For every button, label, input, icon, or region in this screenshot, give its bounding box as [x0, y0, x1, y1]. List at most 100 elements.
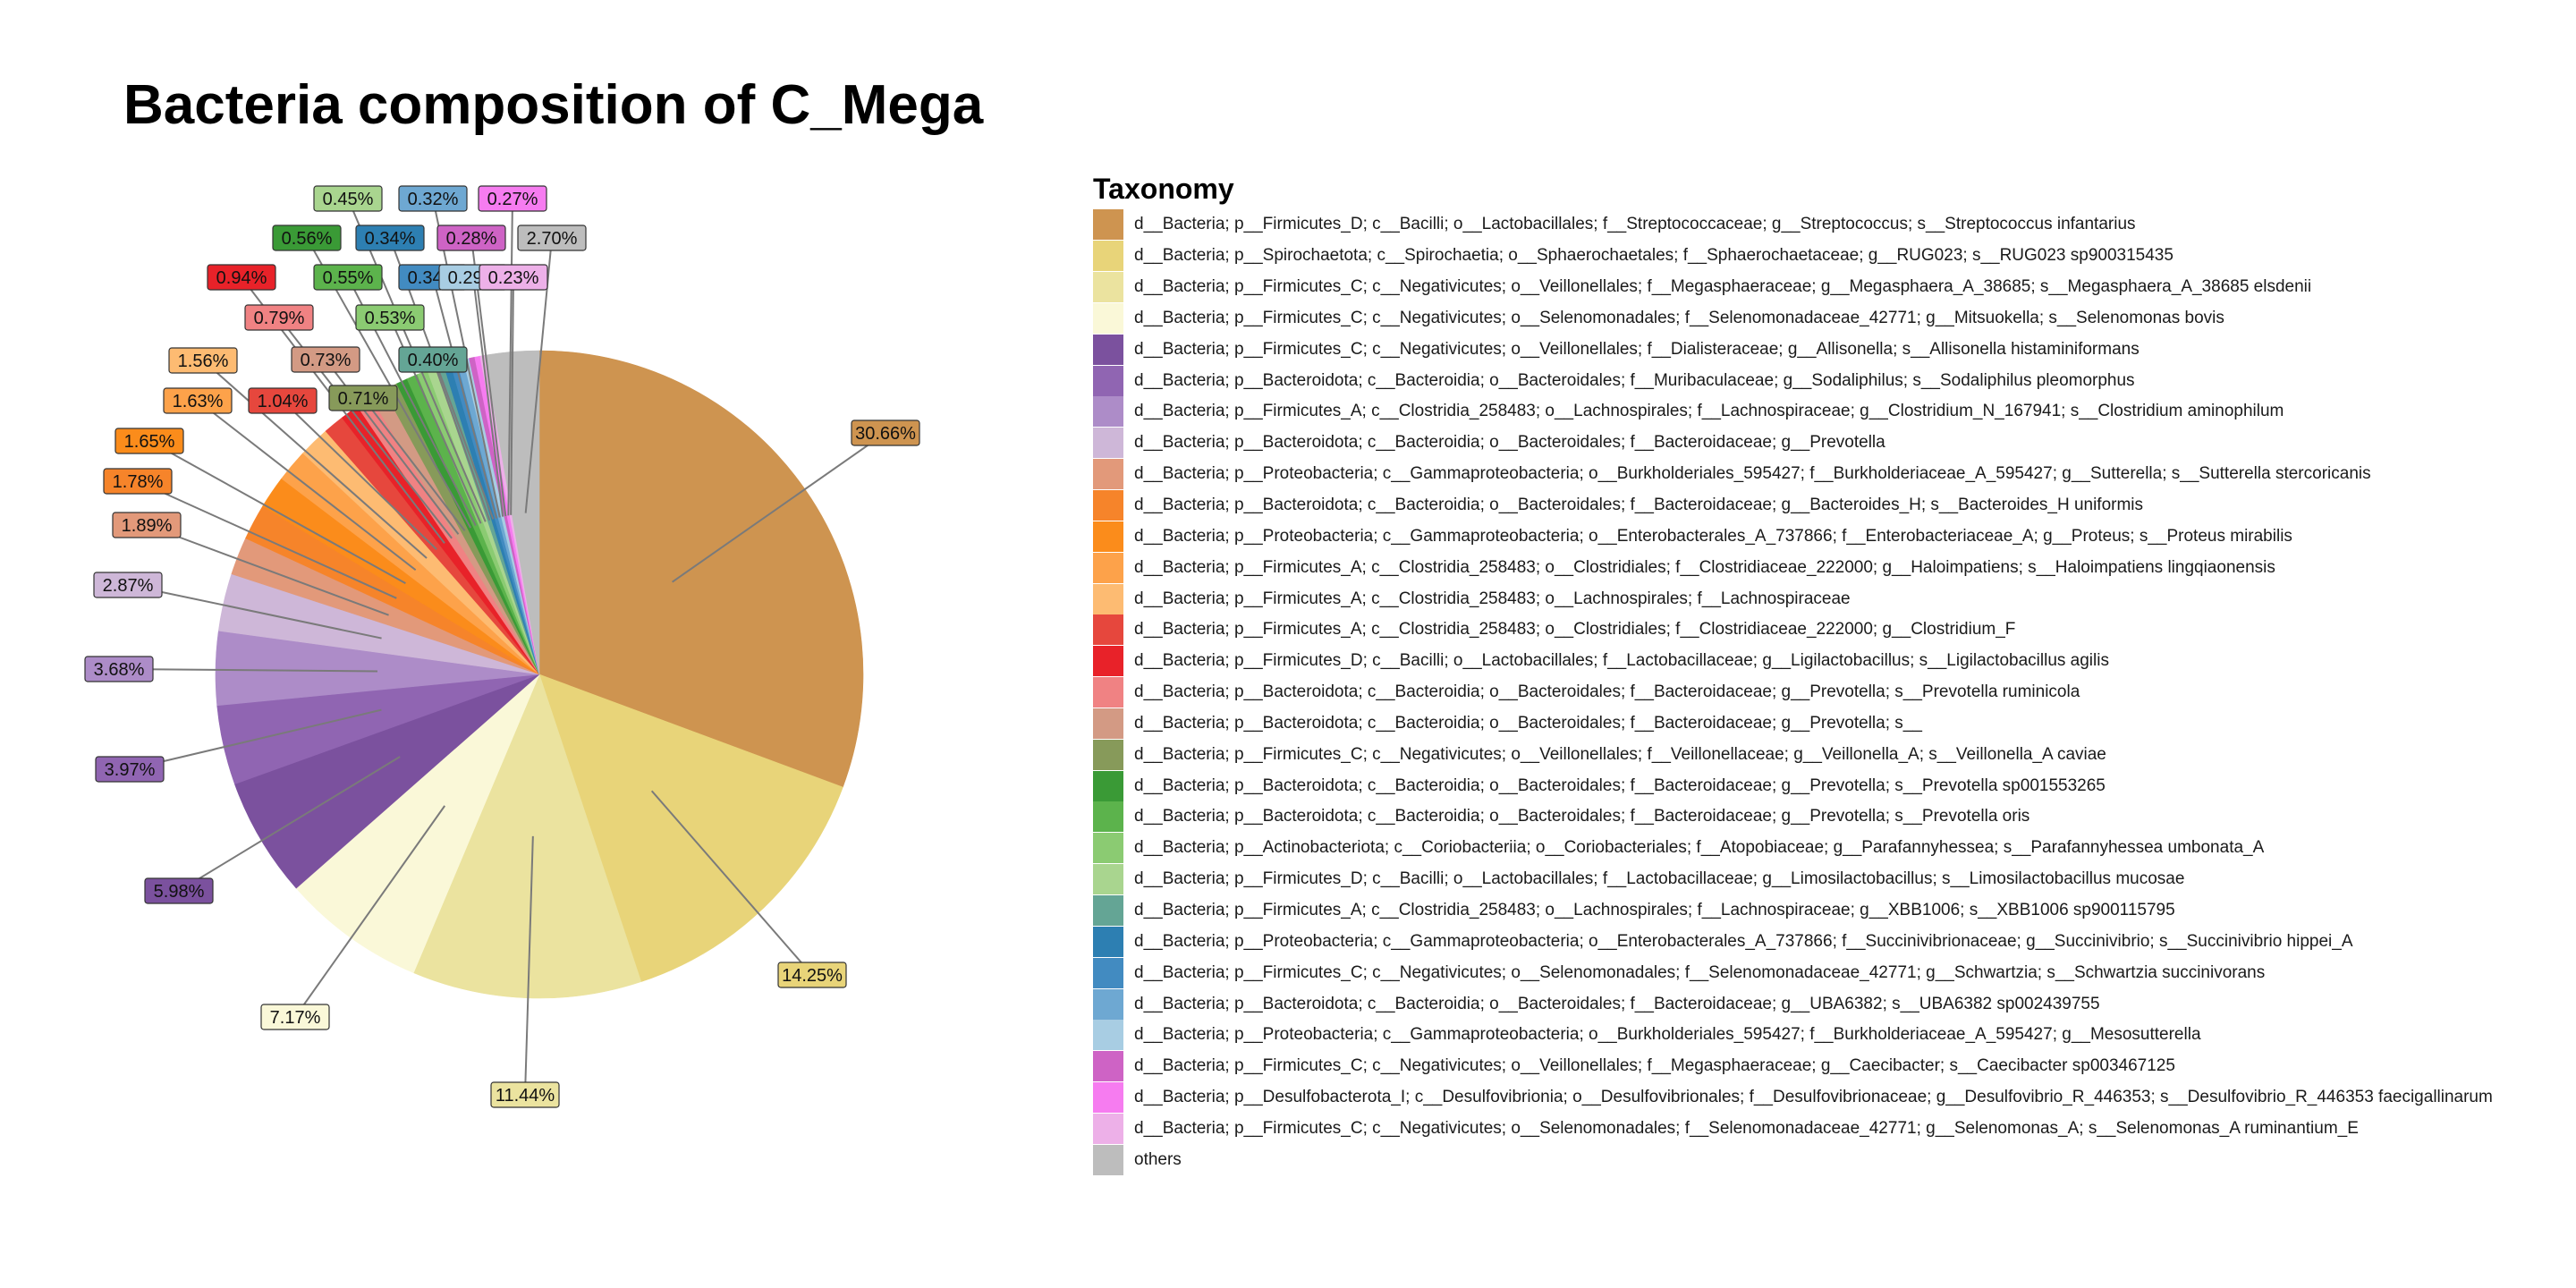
- legend-item: d__Bacteria; p__Actinobacteriota; c__Cor…: [1093, 833, 2493, 864]
- legend-swatch: [1093, 833, 1123, 864]
- legend-item: d__Bacteria; p__Desulfobacterota_I; c__D…: [1093, 1082, 2493, 1114]
- legend-item: d__Bacteria; p__Bacteroidota; c__Bactero…: [1093, 365, 2493, 396]
- slice-label-box: [355, 225, 425, 251]
- slice-label-box: [248, 387, 318, 414]
- legend: Taxonomy d__Bacteria; p__Firmicutes_D; c…: [1093, 170, 2493, 1175]
- legend-label: d__Bacteria; p__Firmicutes_D; c__Bacilli…: [1134, 215, 2136, 234]
- legend-item: d__Bacteria; p__Firmicutes_A; c__Clostri…: [1093, 396, 2493, 428]
- slice-label-box: [93, 572, 163, 598]
- legend-item: d__Bacteria; p__Firmicutes_C; c__Negativ…: [1093, 957, 2493, 988]
- legend-swatch: [1093, 1082, 1123, 1114]
- legend-item: d__Bacteria; p__Firmicutes_D; c__Bacilli…: [1093, 646, 2493, 677]
- legend-label: d__Bacteria; p__Firmicutes_A; c__Clostri…: [1134, 900, 2175, 919]
- slice-label-box: [163, 387, 233, 414]
- legend-swatch: [1093, 428, 1123, 459]
- slice-label-text: 1.04%: [258, 392, 309, 411]
- slice-label-text: 0.28%: [446, 229, 497, 249]
- legend-item: d__Bacteria; p__Firmicutes_A; c__Clostri…: [1093, 583, 2493, 614]
- legend-item: d__Bacteria; p__Bacteroidota; c__Bactero…: [1093, 677, 2493, 708]
- legend-item: d__Bacteria; p__Bacteroidota; c__Bactero…: [1093, 490, 2493, 521]
- legend-item: d__Bacteria; p__Bacteroidota; c__Bactero…: [1093, 801, 2493, 833]
- legend-item: d__Bacteria; p__Proteobacteria; c__Gamma…: [1093, 459, 2493, 490]
- slice-label-text: 30.66%: [855, 424, 916, 444]
- leader-line: [294, 805, 446, 1018]
- slice-label: 1.63%: [163, 387, 233, 414]
- legend-item: d__Bacteria; p__Proteobacteria; c__Gamma…: [1093, 521, 2493, 552]
- legend-item: d__Bacteria; p__Firmicutes_C; c__Negativ…: [1093, 302, 2493, 335]
- leader-line: [507, 198, 513, 516]
- slice-label: 0.40%: [398, 346, 468, 373]
- legend-swatch: [1093, 272, 1123, 303]
- slice-label-box: [479, 264, 548, 291]
- slice-label: 30.66%: [851, 419, 920, 446]
- slice-label-text: 0.27%: [487, 190, 538, 209]
- legend-swatch: [1093, 241, 1123, 272]
- legend-label: d__Bacteria; p__Bacteroidota; c__Bactero…: [1134, 775, 2106, 795]
- slice-label-box: [490, 1081, 560, 1108]
- legend-item: d__Bacteria; p__Firmicutes_C; c__Negativ…: [1093, 1051, 2493, 1082]
- legend-title: Taxonomy: [1093, 173, 1234, 205]
- slice-label-box: [103, 468, 173, 495]
- leader-line: [127, 584, 382, 640]
- slice-label: 0.32%: [398, 185, 468, 212]
- legend-item: d__Bacteria; p__Bacteroidota; c__Bactero…: [1093, 708, 2493, 740]
- slice-label-text: 0.45%: [323, 190, 374, 209]
- legend-item: d__Bacteria; p__Bacteroidota; c__Bactero…: [1093, 988, 2493, 1020]
- slice-label-text: 3.97%: [105, 760, 156, 780]
- slice-label-text: 0.23%: [488, 268, 539, 288]
- slice-label-text: 0.55%: [323, 268, 374, 288]
- slice-label-box: [328, 385, 398, 411]
- slice-label: 1.65%: [114, 428, 184, 454]
- slice-label: 0.73%: [291, 346, 360, 373]
- legend-swatch: [1093, 1051, 1123, 1082]
- legend-label: d__Bacteria; p__Bacteroidota; c__Bactero…: [1134, 682, 2080, 702]
- slice-label: 3.97%: [95, 756, 165, 783]
- legend-swatch: [1093, 926, 1123, 957]
- legend-label: d__Bacteria; p__Firmicutes_D; c__Bacilli…: [1134, 651, 2109, 671]
- legend-item: d__Bacteria; p__Spirochaetota; c__Spiroc…: [1093, 241, 2493, 272]
- leader-line: [472, 276, 504, 517]
- slice-label-box: [398, 346, 468, 373]
- slice-label: 2.87%: [93, 572, 163, 598]
- legend-swatch: [1093, 988, 1123, 1020]
- legend-swatch: [1093, 209, 1123, 241]
- legend-swatch: [1093, 770, 1123, 801]
- legend-label: d__Bacteria; p__Proteobacteria; c__Gamma…: [1134, 931, 2353, 951]
- slice-label: 2.70%: [517, 225, 587, 251]
- slice-label-text: 3.68%: [94, 660, 145, 680]
- legend-label: d__Bacteria; p__Firmicutes_C; c__Negativ…: [1134, 962, 2266, 982]
- legend-item: d__Bacteria; p__Firmicutes_A; c__Clostri…: [1093, 894, 2493, 927]
- leader-line: [137, 480, 397, 599]
- legend-label: d__Bacteria; p__Proteobacteria; c__Gamma…: [1134, 1025, 2201, 1045]
- slice-label-box: [84, 656, 154, 682]
- leader-line: [510, 276, 514, 515]
- leader-line: [202, 360, 428, 559]
- legend-swatch: [1093, 1113, 1123, 1144]
- legend-label: d__Bacteria; p__Desulfobacterota_I; c__D…: [1134, 1088, 2493, 1107]
- pie-slice-labels: 30.66% 14.25% 11.44% 7.17% 5.98% 3.97% 3.68% 2.…: [84, 185, 920, 1108]
- slice-label-box: [244, 304, 314, 331]
- legend-label: d__Bacteria; p__Bacteroidota; c__Bactero…: [1134, 807, 2030, 826]
- slice-label: 0.94%: [207, 264, 276, 291]
- legend-item: d__Bacteria; p__Proteobacteria; c__Gamma…: [1093, 1020, 2493, 1051]
- slice-label-text: 0.56%: [282, 229, 333, 249]
- slice-label: 5.98%: [144, 877, 214, 904]
- slice-label-text: 7.17%: [270, 1008, 321, 1028]
- legend-label: d__Bacteria; p__Firmicutes_C; c__Negativ…: [1134, 1056, 2175, 1076]
- legend-label: d__Bacteria; p__Bacteroidota; c__Bactero…: [1134, 496, 2144, 515]
- legend-swatch: [1093, 1144, 1123, 1175]
- slice-label-text: 0.79%: [254, 309, 305, 328]
- legend-label: d__Bacteria; p__Bacteroidota; c__Bactero…: [1134, 370, 2135, 390]
- slice-label-text: 0.73%: [301, 351, 352, 370]
- legend-swatch: [1093, 614, 1123, 646]
- slice-label-text: 1.63%: [173, 392, 224, 411]
- leader-line: [432, 359, 491, 521]
- slice-label-box: [313, 264, 383, 291]
- slice-label: 1.56%: [168, 347, 238, 374]
- slice-label-text: 0.71%: [338, 389, 389, 409]
- slice-label: 3.68%: [84, 656, 154, 682]
- legend-label: d__Bacteria; p__Proteobacteria; c__Gamma…: [1134, 464, 2371, 484]
- leader-line: [432, 276, 498, 519]
- legend-label: d__Bacteria; p__Firmicutes_C; c__Negativ…: [1134, 308, 2224, 327]
- slice-label-text: 0.53%: [365, 309, 416, 328]
